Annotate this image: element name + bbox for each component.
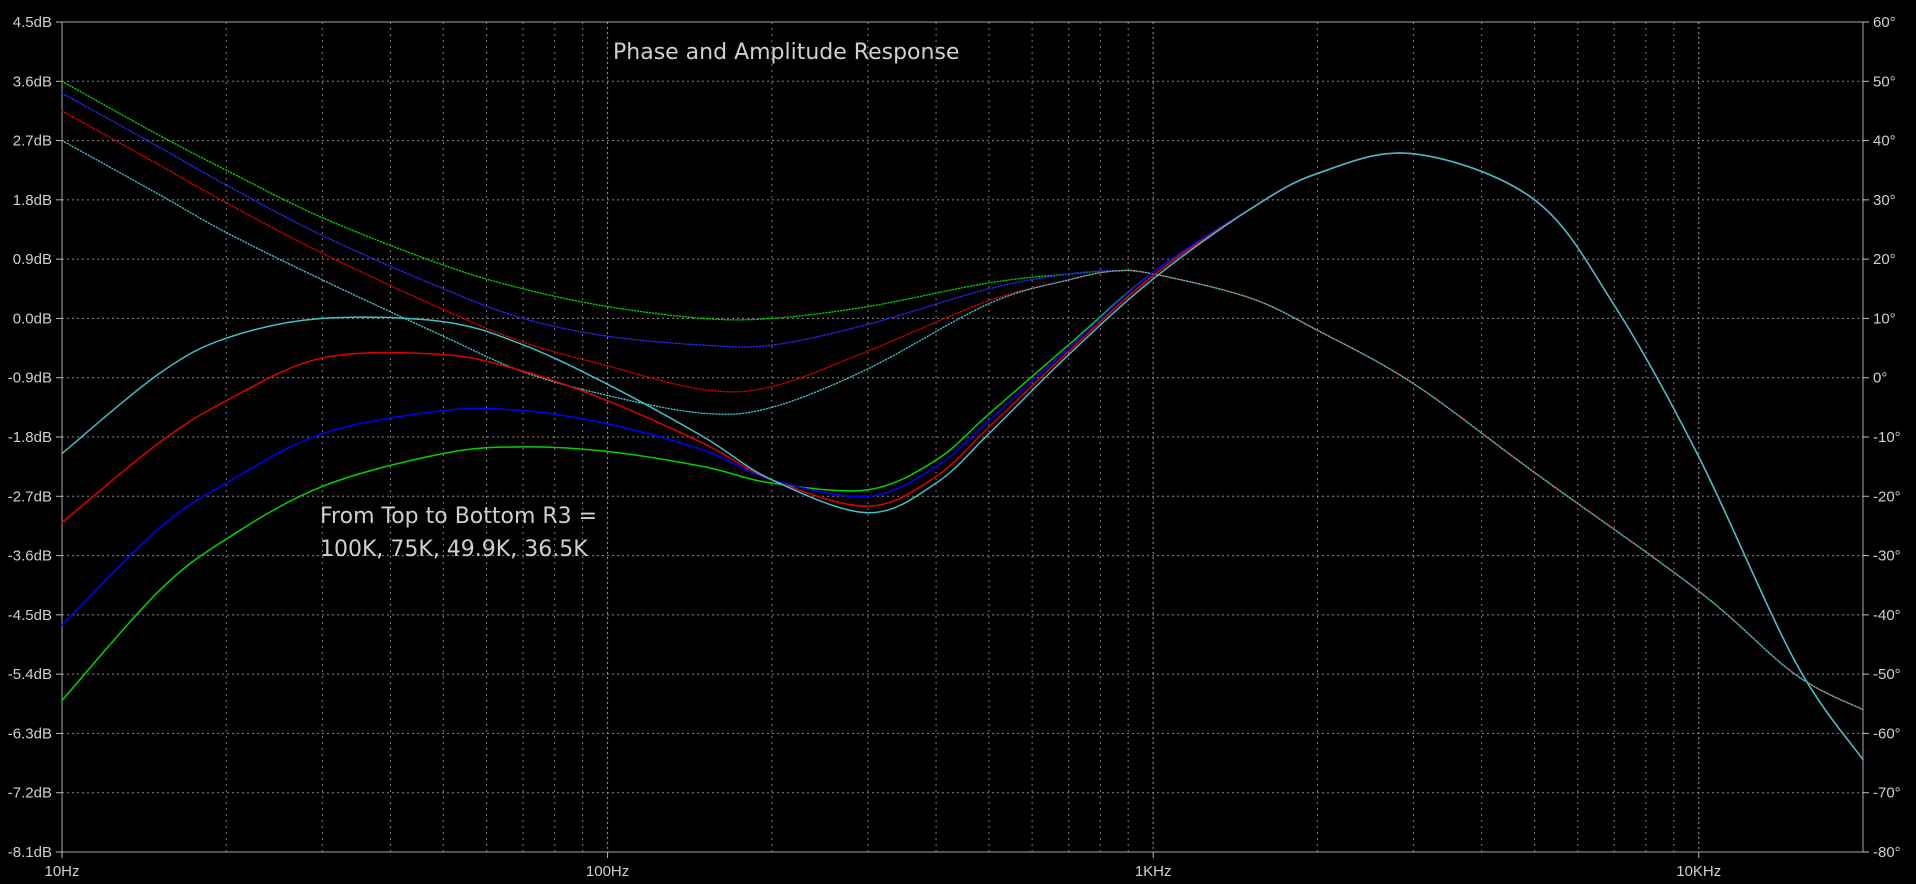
x-tick-label: 10Hz [44,863,79,880]
right-tick-label: -40° [1873,607,1901,624]
left-tick-label: -6.3dB [8,725,52,742]
series-layer [61,80,1864,761]
x-axis-ticks: 10Hz 100Hz 1KHz 10KHz [44,852,1721,880]
left-tick-label: 0.0dB [13,310,52,327]
left-tick-label: 3.6dB [13,73,52,90]
major-gridlines [61,21,1863,853]
right-tick-label: -20° [1873,488,1901,505]
left-tick-label: -3.6dB [8,548,52,565]
phase-series-5 [61,92,1864,711]
phase-series-4 [61,80,1864,711]
left-tick-label: -7.2dB [8,785,52,802]
annotation-line-2: 100K, 75K, 49.9K, 36.5K [320,537,588,562]
amplitude-series-3 [61,152,1864,761]
right-tick-label: 60° [1873,14,1896,31]
amplitude-series-1 [61,152,1864,761]
right-tick-label: -10° [1873,429,1901,446]
left-tick-label: 2.7dB [13,133,52,150]
left-tick-label: -2.7dB [8,488,52,505]
left-tick-label: -1.8dB [8,429,52,446]
x-tick-label: 100Hz [586,863,629,880]
x-tick-label: 10KHz [1676,863,1721,880]
right-tick-label: 10° [1873,310,1896,327]
left-tick-label: -4.5dB [8,607,52,624]
right-tick-label: -30° [1873,548,1901,565]
right-tick-label: -80° [1873,844,1901,861]
right-tick-label: 40° [1873,133,1896,150]
left-tick-label: 1.8dB [13,192,52,209]
left-axis-ticks: 4.5dB 3.6dB 2.7dB 1.8dB 0.9dB 0.0dB -0.9dB -1.8… [8,14,62,861]
amplitude-series-2 [61,152,1864,761]
right-tick-label: -60° [1873,725,1901,742]
annotation-line-1: From Top to Bottom R3 = [320,504,597,529]
right-tick-label: 20° [1873,251,1896,268]
left-tick-label: 0.9dB [13,251,52,268]
phase-series-6 [61,110,1864,711]
right-axis-ticks: 60° 50° 40° 30° 20° 10° 0° -10° -20° -30° -40° -50°… [1863,14,1901,861]
right-tick-label: 30° [1873,192,1896,209]
x-tick-label: 1KHz [1135,863,1172,880]
left-tick-label: -8.1dB [8,844,52,861]
right-tick-label: -70° [1873,785,1901,802]
left-tick-label: 4.5dB [13,14,52,31]
left-tick-label: -0.9dB [8,370,52,387]
right-tick-label: -50° [1873,666,1901,683]
amplitude-series-0 [61,152,1864,761]
right-tick-label: 50° [1873,73,1896,90]
right-tick-label: 0° [1873,370,1887,387]
chart-title: Phase and Amplitude Response [613,40,959,65]
left-tick-label: -5.4dB [8,666,52,683]
phase-series-7 [61,139,1864,711]
